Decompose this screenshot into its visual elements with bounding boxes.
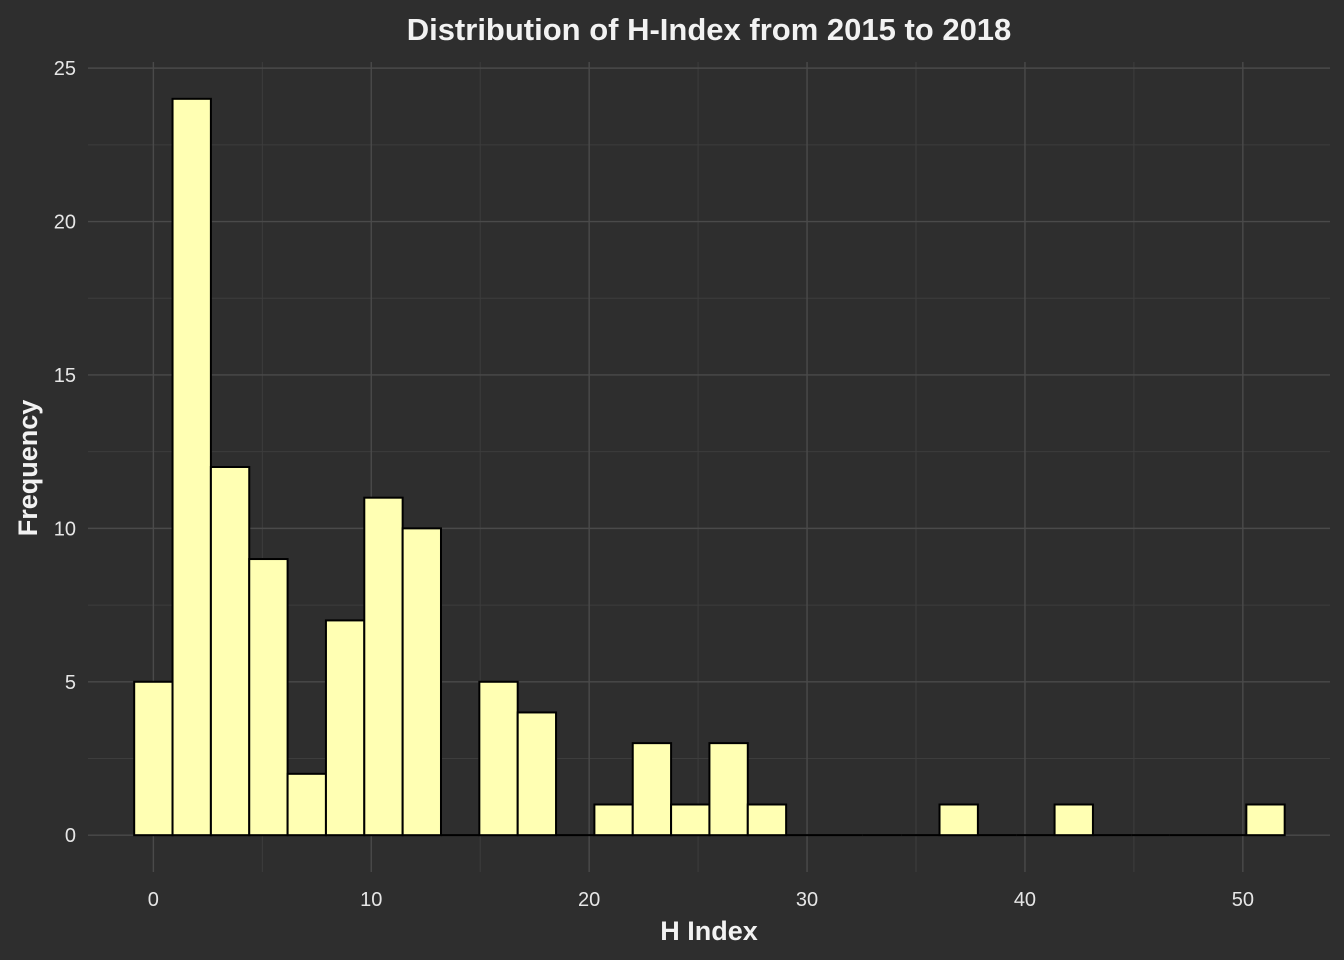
histogram-bar	[401, 527, 442, 837]
histogram-bar	[209, 466, 251, 837]
histogram-bar	[631, 742, 673, 837]
tick-labels: 0 10 20 30 40 50 0 5 10 15 20 25	[54, 58, 1254, 911]
histogram-bar	[670, 803, 711, 837]
y-axis-title: Frequency	[13, 400, 43, 537]
x-tick-label: 30	[796, 889, 818, 911]
y-tick-label: 20	[54, 212, 76, 234]
x-axis-title: H Index	[660, 916, 758, 946]
y-tick-label: 15	[54, 365, 76, 387]
histogram-bar	[708, 742, 749, 837]
y-tick-label: 5	[65, 672, 76, 694]
x-tick-label: 10	[360, 889, 382, 911]
x-tick-label: 40	[1014, 889, 1036, 911]
histogram-bar	[938, 803, 979, 837]
histogram-bar	[286, 772, 327, 837]
x-tick-label: 20	[578, 889, 600, 911]
bars	[133, 97, 1286, 837]
histogram-bar	[746, 803, 788, 837]
x-tick-label: 50	[1232, 889, 1254, 911]
x-tick-label: 0	[148, 889, 159, 911]
histogram-bar	[171, 97, 212, 837]
histogram-bar	[516, 711, 558, 837]
histogram-bar	[248, 558, 289, 837]
y-tick-label: 10	[54, 518, 76, 540]
histogram-bar	[1245, 803, 1286, 837]
histogram-bar	[593, 803, 634, 837]
histogram-bar	[133, 680, 174, 837]
histogram-bar	[363, 496, 404, 837]
y-tick-label: 25	[54, 58, 76, 80]
histogram-bar	[324, 619, 366, 837]
histogram-bar	[478, 680, 519, 837]
y-tick-label: 0	[65, 825, 76, 847]
histogram-bar	[1053, 803, 1094, 837]
chart-title: Distribution of H-Index from 2015 to 201…	[407, 12, 1012, 47]
